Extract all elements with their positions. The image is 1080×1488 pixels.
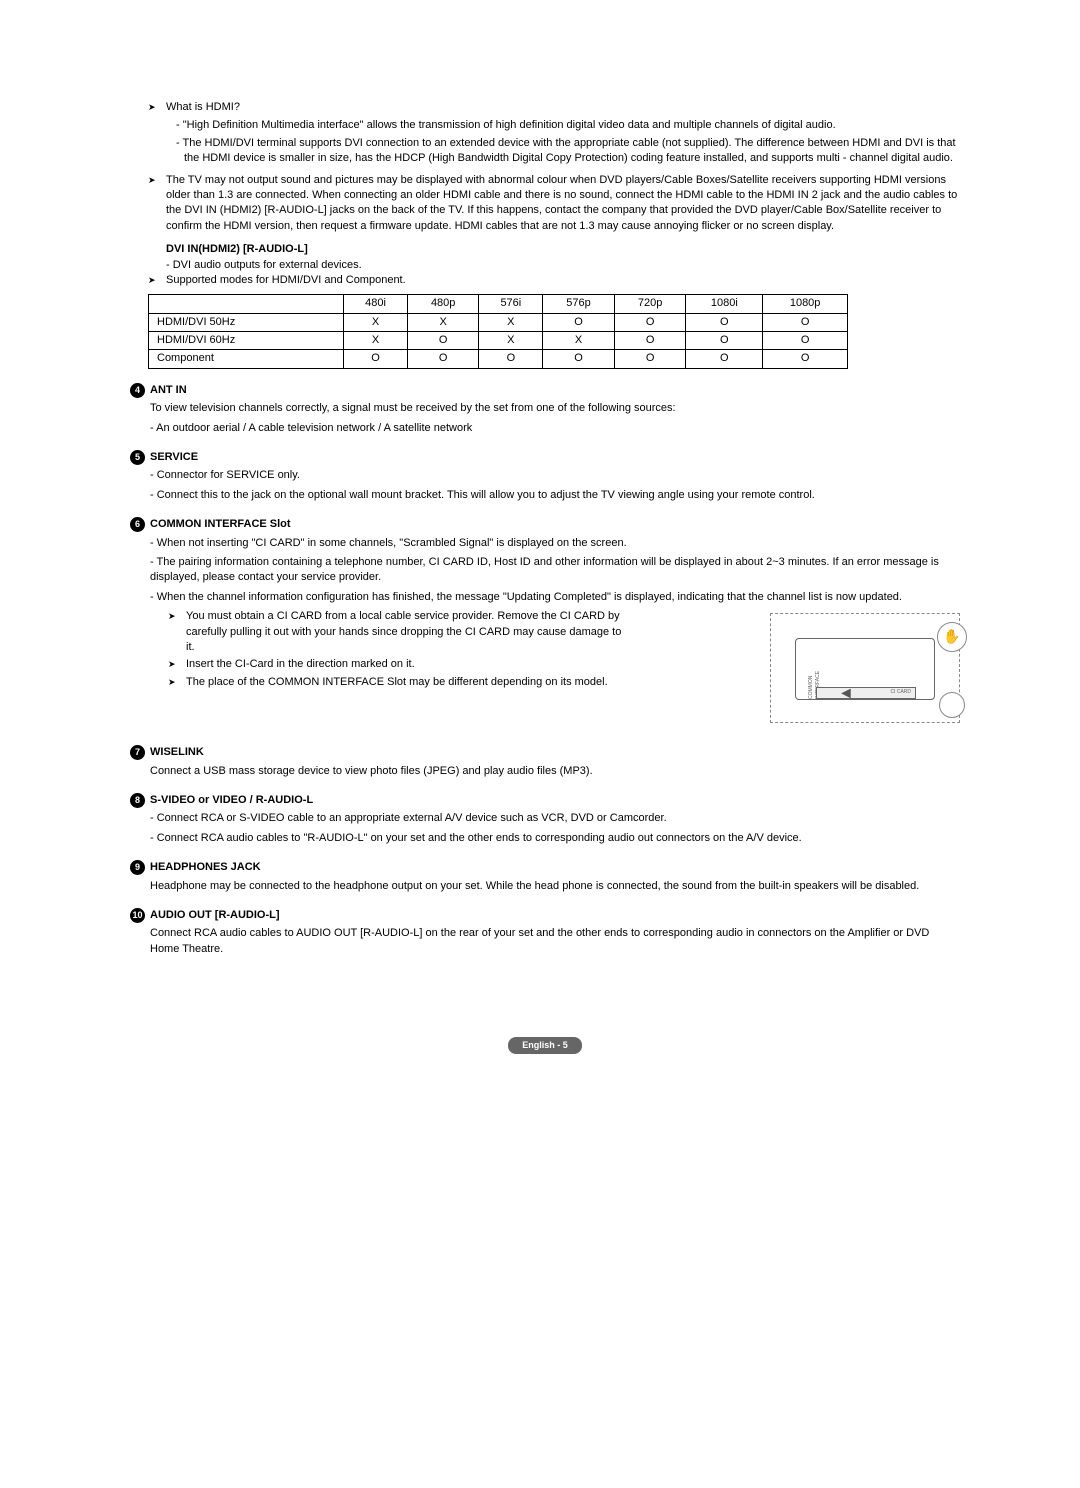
section-text: To view television channels correctly, a… (150, 401, 960, 416)
section-text: - The pairing information containing a t… (150, 555, 960, 586)
section-arrow-note: Insert the CI-Card in the direction mark… (150, 657, 630, 672)
section-badge: 5 (130, 450, 145, 465)
section-6: 6 COMMON INTERFACE Slot - When not inserti… (130, 517, 960, 731)
section-arrow-note: You must obtain a CI CARD from a local c… (150, 609, 630, 655)
section-text: Headphone may be connected to the headph… (150, 879, 960, 894)
table-row: ComponentOOOOOOO (149, 350, 848, 368)
table-header: 576p (543, 295, 615, 313)
table-header: 720p (614, 295, 686, 313)
section-9: 9 HEADPHONES JACK Headphone may be connect… (130, 860, 960, 894)
table-header (149, 295, 344, 313)
hdmi-question: What is HDMI? (148, 100, 960, 115)
section-8: 8 S-VIDEO or VIDEO / R-AUDIO-L - Connect R… (130, 793, 960, 846)
table-header: 576i (479, 295, 543, 313)
table-header: 1080i (686, 295, 763, 313)
section-title: ANT IN (150, 383, 960, 398)
ci-diagram: COMMON INTERFACECI CARD◄✋ (770, 613, 960, 723)
dvi-modes: Supported modes for HDMI/DVI and Compone… (148, 273, 960, 288)
section-title: HEADPHONES JACK (150, 860, 960, 875)
section-text: - When the channel information configura… (150, 590, 960, 605)
screw-icon (939, 692, 965, 718)
section-text: Connect RCA audio cables to AUDIO OUT [R… (150, 926, 960, 957)
modes-table: 480i480p576i576p720p1080i1080p HDMI/DVI … (148, 294, 848, 369)
section-text: Connect a USB mass storage device to vie… (150, 764, 960, 779)
table-row: HDMI/DVI 60HzXOXXOOO (149, 332, 848, 350)
section-text: - Connector for SERVICE only. (150, 468, 960, 483)
section-title: WISELINK (150, 745, 960, 760)
section-badge: 9 (130, 860, 145, 875)
section-title: S-VIDEO or VIDEO / R-AUDIO-L (150, 793, 960, 808)
table-header: 480i (344, 295, 408, 313)
section-badge: 6 (130, 517, 145, 532)
section-title: AUDIO OUT [R-AUDIO-L] (150, 908, 960, 923)
footer-badge: English - 5 (508, 1037, 582, 1054)
dvi-title: DVI IN(HDMI2) [R-AUDIO-L] (166, 242, 960, 257)
page-footer: English - 5 (130, 1037, 960, 1054)
section-badge: 4 (130, 383, 145, 398)
section-text: - Connect this to the jack on the option… (150, 488, 960, 503)
hdmi-answer-2: - The HDMI/DVI terminal supports DVI con… (166, 136, 960, 167)
dvi-desc: - DVI audio outputs for external devices… (166, 258, 960, 273)
section-text: - When not inserting "CI CARD" in some c… (150, 536, 960, 551)
section-10: 10 AUDIO OUT [R-AUDIO-L] Connect RCA audio… (130, 908, 960, 957)
section-badge: 10 (130, 908, 145, 923)
section-badge: 7 (130, 745, 145, 760)
table-row: HDMI/DVI 50HzXXXOOOO (149, 313, 848, 331)
table-header: 1080p (763, 295, 848, 313)
section-title: COMMON INTERFACE Slot (150, 517, 960, 532)
section-badge: 8 (130, 793, 145, 808)
section-text: - Connect RCA or S-VIDEO cable to an app… (150, 811, 960, 826)
hdmi-answer-1: - "High Definition Multimedia interface"… (166, 118, 960, 133)
section-text: - An outdoor aerial / A cable television… (150, 421, 960, 436)
table-header: 480p (407, 295, 479, 313)
hdmi-note: The TV may not output sound and pictures… (148, 173, 960, 235)
section-arrow-note: The place of the COMMON INTERFACE Slot m… (150, 675, 630, 690)
hand-icon: ✋ (937, 622, 967, 652)
section-4: 4 ANT IN To view television channels corre… (130, 383, 960, 436)
section-title: SERVICE (150, 450, 960, 465)
section-5: 5 SERVICE - Connector for SERVICE only. - C… (130, 450, 960, 503)
section-text: - Connect RCA audio cables to "R-AUDIO-L… (150, 831, 960, 846)
section-7: 7 WISELINK Connect a USB mass storage devi… (130, 745, 960, 779)
